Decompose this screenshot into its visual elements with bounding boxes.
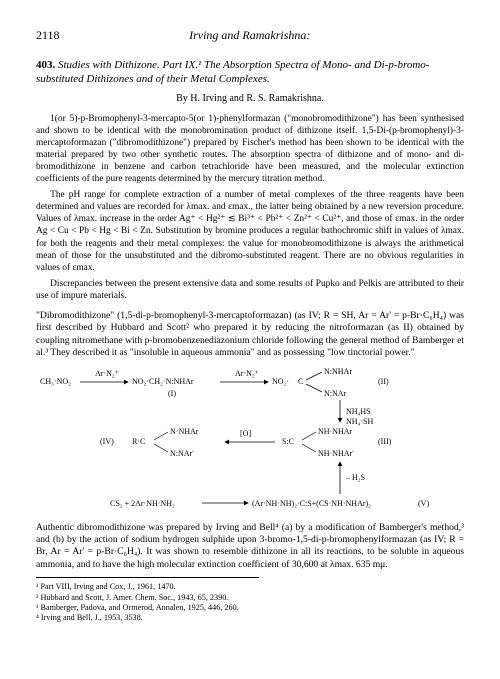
scheme-V: (V) xyxy=(418,499,429,508)
scheme-O: [O] xyxy=(240,429,251,438)
scheme-h2s: – H₂S xyxy=(345,473,365,482)
scheme-l1: CH₃·NO₂ xyxy=(40,377,71,386)
scheme-leftc: R·C xyxy=(132,437,145,446)
scheme-nh4hs: NH₄HS xyxy=(346,407,371,416)
running-head: Irving and Ramakrishna: xyxy=(189,28,310,44)
footnotes: ¹ Part VIII, Irving and Cox, J., 1961, 1… xyxy=(36,577,259,623)
article-title: 403. Studies with Dithizone. Part IX.¹ T… xyxy=(36,58,464,87)
scheme-midc: S:C xyxy=(282,437,294,446)
page-number: 2118 xyxy=(36,28,60,44)
scheme-top-r1: N:NHAr xyxy=(324,367,352,376)
scheme-mid-r1: NH·NHAr xyxy=(318,427,353,436)
ref-2: ² Hubbard and Scott, J. Amer. Chem. Soc.… xyxy=(36,593,259,603)
scheme-nh4sh: NH₄·SH xyxy=(346,417,373,426)
after-scheme: Authentic dibromodithizone was prepared … xyxy=(36,522,464,572)
section-lead: "Dibromodithizone" (1,5-di-p-bromophenyl… xyxy=(36,310,464,360)
ref-1: ¹ Part VIII, Irving and Cox, J., 1961, 1… xyxy=(36,582,259,592)
scheme-I: (I) xyxy=(168,389,176,398)
scheme-III: (III) xyxy=(378,437,392,446)
abstract-p3: Discrepancies between the present extens… xyxy=(36,278,464,302)
abstract-p1: 1(or 5)-p-Bromophenyl-3-mercapto-5(or 1)… xyxy=(36,113,464,185)
scheme-IV: (IV) xyxy=(100,437,114,446)
reaction-scheme: CH₃·NO₂ Ar·N₂⁺ NO₂·CH₂·N:NHAr (I) Ar·N₂⁺… xyxy=(40,366,460,516)
ref-3: ³ Bamberger, Padova, and Ormerod, Annale… xyxy=(36,603,259,613)
title-text: Studies with Dithizone. Part IX.¹ The Ab… xyxy=(36,59,429,85)
scheme-arN2-2: Ar·N₂⁺ xyxy=(235,369,259,378)
scheme-II: (II) xyxy=(378,377,389,386)
scheme-left-r2: N:NAr' xyxy=(170,449,194,458)
scheme-top-r2: N:NAr xyxy=(324,389,347,398)
scheme-mid-r2: NH·NHAr' xyxy=(318,449,354,458)
scheme-arN2-1: Ar·N₂⁺ xyxy=(95,369,119,378)
scheme-bottom-l: CS₂ + 2Ar·NH·NH₂ xyxy=(110,499,175,508)
article-number: 403. xyxy=(36,59,55,71)
abstract-p2: The pH range for complete extraction of … xyxy=(36,189,464,273)
ref-4: ⁴ Irving and Bell, J., 1953, 3538. xyxy=(36,613,259,623)
byline: By H. Irving and R. S. Ramakrishna. xyxy=(36,92,464,105)
running-header: 2118 Irving and Ramakrishna: xyxy=(36,28,464,44)
scheme-topc: C xyxy=(298,377,303,386)
scheme-l2: NO₂·CH₂·N:NHAr xyxy=(132,377,194,386)
scheme-no2: NO₂· xyxy=(272,377,289,386)
scheme-bottom-r: (Ar·NH·NH)₂·C:S+(CS·NH·NHAr)₂ xyxy=(252,499,371,508)
scheme-left-r1: N·NHAr xyxy=(170,427,199,436)
